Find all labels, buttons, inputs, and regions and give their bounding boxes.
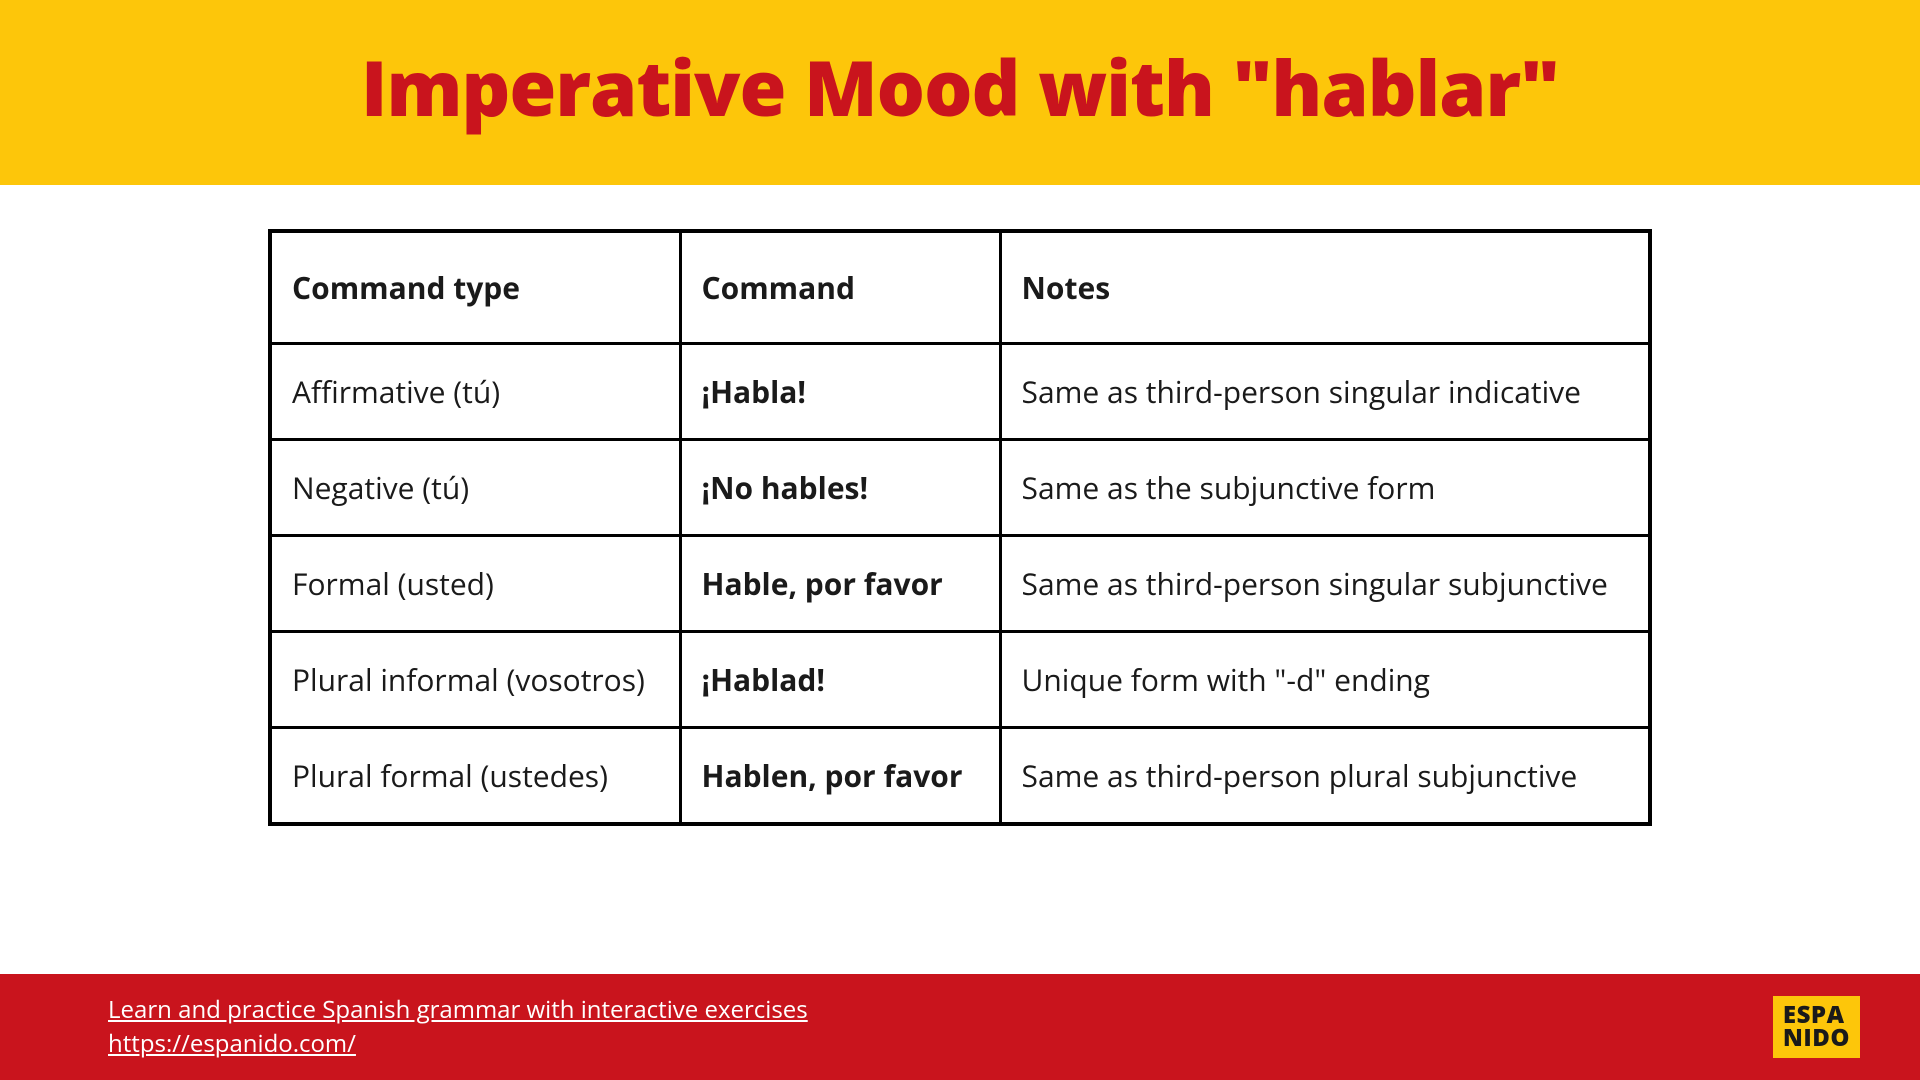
- footer-links: Learn and practice Spanish grammar with …: [108, 993, 808, 1060]
- espanido-logo: ESPA NIDO: [1773, 996, 1860, 1058]
- cell-command: ¡No hables!: [680, 440, 1000, 536]
- table-row: Negative (tú) ¡No hables! Same as the su…: [270, 440, 1650, 536]
- col-header-notes: Notes: [1000, 231, 1650, 344]
- cell-type: Negative (tú): [270, 440, 680, 536]
- table-row: Formal (usted) Hable, por favor Same as …: [270, 536, 1650, 632]
- cell-notes: Same as third-person plural subjunctive: [1000, 728, 1650, 825]
- table-container: Command type Command Notes Affirmative (…: [0, 229, 1920, 826]
- col-header-type: Command type: [270, 231, 680, 344]
- cell-command: Hable, por favor: [680, 536, 1000, 632]
- cell-type: Plural formal (ustedes): [270, 728, 680, 825]
- table-row: Plural formal (ustedes) Hablen, por favo…: [270, 728, 1650, 825]
- table-row: Plural informal (vosotros) ¡Hablad! Uniq…: [270, 632, 1650, 728]
- cell-type: Formal (usted): [270, 536, 680, 632]
- cell-type: Affirmative (tú): [270, 344, 680, 440]
- footer-bar: Learn and practice Spanish grammar with …: [0, 974, 1920, 1080]
- imperative-table: Command type Command Notes Affirmative (…: [268, 229, 1652, 826]
- col-header-command: Command: [680, 231, 1000, 344]
- footer-tagline-link[interactable]: Learn and practice Spanish grammar with …: [108, 993, 808, 1027]
- footer-url-link[interactable]: https://espanido.com/: [108, 1027, 808, 1061]
- cell-notes: Same as the subjunctive form: [1000, 440, 1650, 536]
- page-title: Imperative Mood with "hablar": [0, 36, 1920, 139]
- cell-notes: Unique form with "-d" ending: [1000, 632, 1650, 728]
- table-header-row: Command type Command Notes: [270, 231, 1650, 344]
- cell-command: Hablen, por favor: [680, 728, 1000, 825]
- cell-command: ¡Hablad!: [680, 632, 1000, 728]
- cell-type: Plural informal (vosotros): [270, 632, 680, 728]
- cell-notes: Same as third-person singular indicative: [1000, 344, 1650, 440]
- logo-line2: NIDO: [1783, 1027, 1850, 1050]
- table-row: Affirmative (tú) ¡Habla! Same as third-p…: [270, 344, 1650, 440]
- header-banner: Imperative Mood with "hablar": [0, 0, 1920, 185]
- cell-notes: Same as third-person singular subjunctiv…: [1000, 536, 1650, 632]
- cell-command: ¡Habla!: [680, 344, 1000, 440]
